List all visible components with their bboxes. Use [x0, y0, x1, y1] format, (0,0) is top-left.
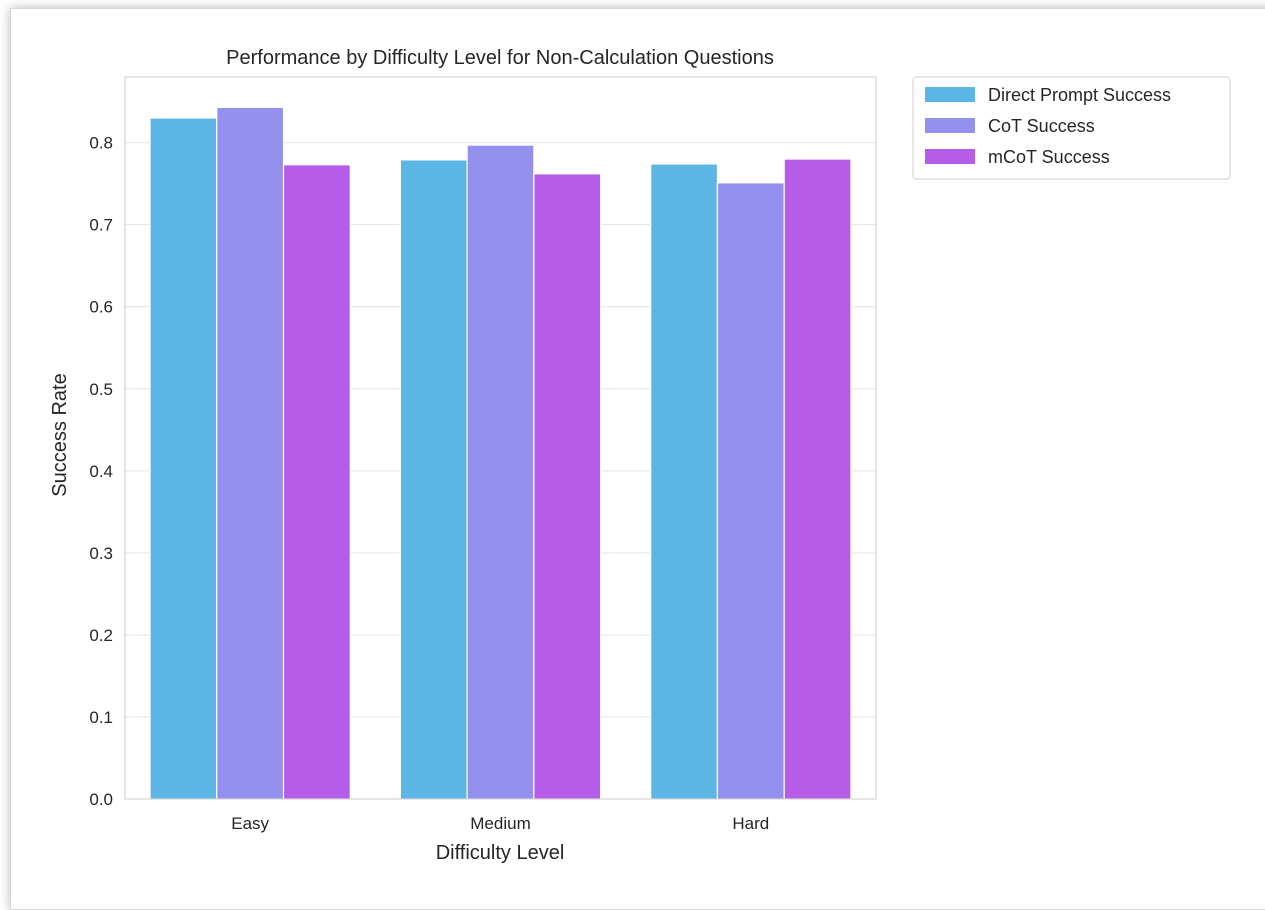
chart-title: Performance by Difficulty Level for Non-… — [226, 47, 774, 69]
legend-swatch — [925, 87, 975, 102]
legend-label: CoT Success — [988, 116, 1095, 136]
bar-medium-2 — [466, 144, 535, 800]
y-tick-label: 0.2 — [89, 626, 113, 645]
y-tick-label: 0.8 — [89, 134, 113, 153]
x-tick-label: Easy — [231, 814, 269, 833]
y-tick-label: 0.7 — [89, 216, 113, 235]
y-tick-label: 0.5 — [89, 380, 113, 399]
bar-hard-2 — [716, 182, 785, 800]
bar-medium-1 — [399, 159, 468, 800]
y-axis-label: Success Rate — [49, 373, 71, 496]
y-tick-label: 0.6 — [89, 298, 113, 317]
y-tick-label: 0.1 — [89, 708, 113, 727]
x-tick-label: Medium — [470, 814, 530, 833]
y-tick-label: 0.3 — [89, 544, 113, 563]
y-tick-label: 0.4 — [89, 462, 113, 481]
plot-frame — [124, 76, 877, 800]
legend-frame — [912, 76, 1231, 180]
bar-easy-2 — [216, 106, 285, 800]
legend: Direct Prompt Success CoT Success mCoT Suc… — [912, 76, 1231, 180]
legend-label: Direct Prompt Success — [988, 85, 1171, 105]
bar-medium-3 — [533, 173, 602, 800]
bar-easy-1 — [149, 117, 218, 800]
legend-label: mCoT Success — [988, 147, 1110, 167]
bar-hard-1 — [650, 163, 719, 800]
legend-swatch — [925, 149, 975, 164]
legend-swatch — [925, 118, 975, 133]
x-tick-label: Hard — [732, 814, 769, 833]
bar-hard-3 — [783, 158, 852, 800]
y-tick-label: 0.0 — [89, 790, 113, 809]
x-axis-label: Difficulty Level — [436, 842, 565, 864]
bar-easy-3 — [282, 164, 351, 800]
